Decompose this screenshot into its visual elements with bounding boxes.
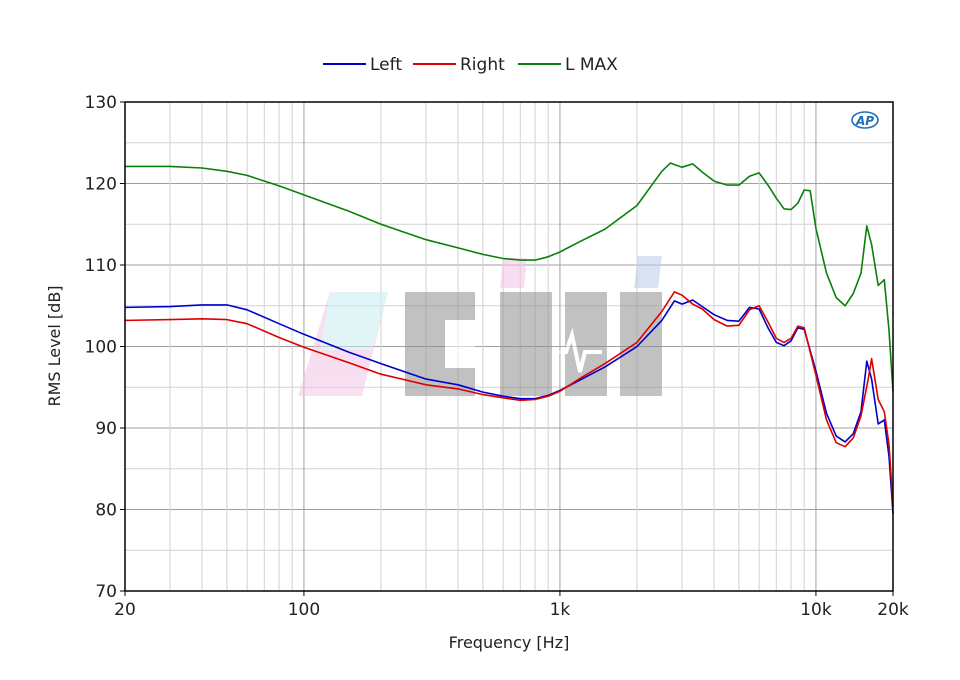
x-tick-label: 20 <box>114 600 136 620</box>
legend-label: Right <box>460 55 505 75</box>
legend-item-l-max: L MAX <box>518 55 618 75</box>
y-axis-label: RMS Level [dB] <box>45 285 64 406</box>
y-tick-label: 100 <box>85 338 117 358</box>
y-tick-label: 70 <box>95 582 117 602</box>
x-tick-label: 1k <box>550 600 571 620</box>
x-tick-label: 100 <box>288 600 320 620</box>
series-lines <box>124 162 894 514</box>
x-axis-ticks: 20 100 1k 10k 20k <box>114 591 909 620</box>
legend-label: L MAX <box>565 55 618 75</box>
legend: Left Right L MAX <box>323 55 618 75</box>
legend-label: Left <box>370 55 402 75</box>
x-tick-label: 10k <box>800 600 832 620</box>
ap-badge-text: AP <box>855 114 874 128</box>
y-tick-label: 80 <box>95 501 117 521</box>
legend-item-left: Left <box>323 55 402 75</box>
acinhi-watermark-logo <box>298 256 662 396</box>
y-tick-label: 130 <box>85 93 117 113</box>
y-axis-ticks: 70 80 90 100 110 120 130 <box>85 93 125 602</box>
series-line-l-max <box>125 162 894 392</box>
x-tick-label: 20k <box>877 600 909 620</box>
legend-item-right: Right <box>413 55 505 75</box>
x-axis-label: Frequency [Hz] <box>449 633 570 652</box>
y-tick-label: 120 <box>85 175 117 195</box>
ap-badge: AP <box>851 111 879 129</box>
y-tick-label: 110 <box>85 256 117 276</box>
series-line-right <box>124 291 894 506</box>
y-tick-label: 90 <box>95 419 117 439</box>
series-line-left <box>124 299 894 514</box>
